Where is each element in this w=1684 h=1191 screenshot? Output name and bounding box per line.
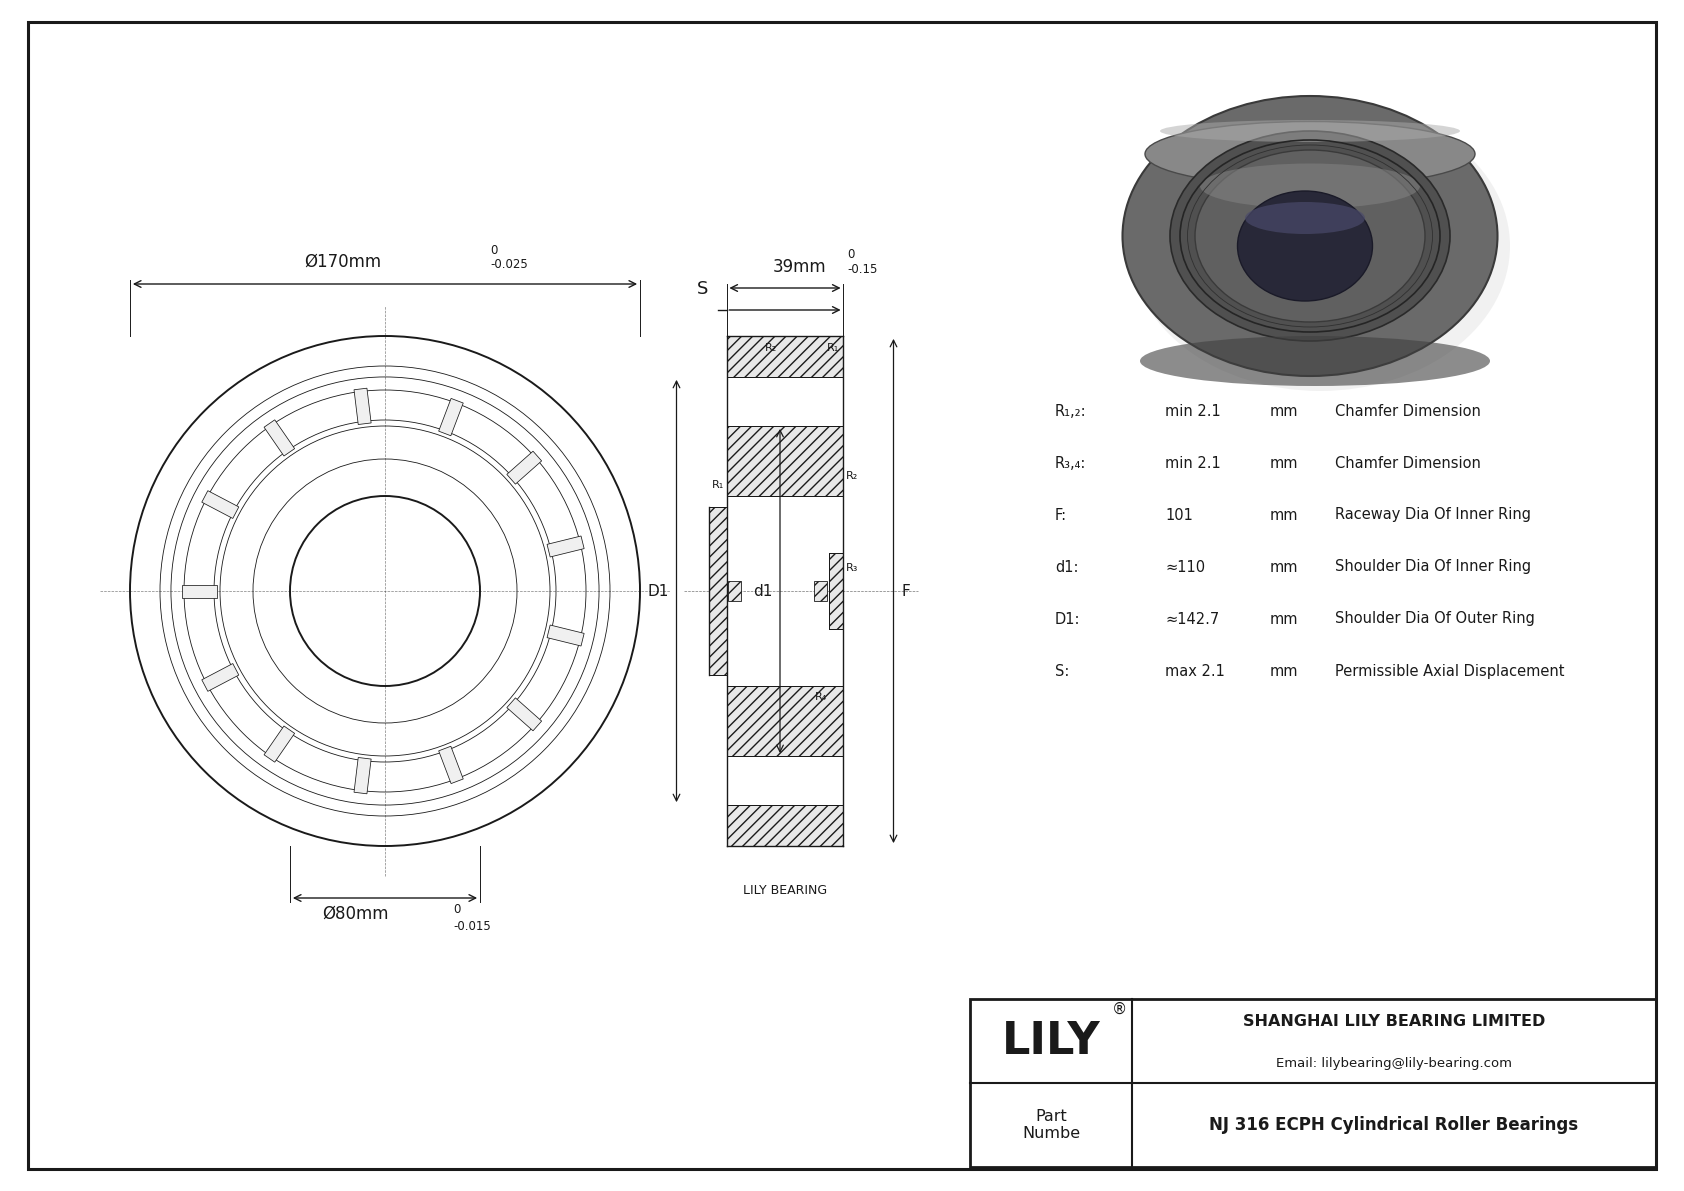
Bar — [726, 426, 844, 495]
Text: R₂: R₂ — [845, 470, 857, 480]
Text: 101: 101 — [1165, 507, 1192, 523]
Bar — [709, 507, 726, 674]
Text: mm: mm — [1270, 507, 1298, 523]
Bar — [726, 686, 844, 756]
Polygon shape — [202, 663, 239, 691]
Text: Ø170mm: Ø170mm — [305, 252, 382, 272]
Ellipse shape — [1238, 191, 1372, 301]
Ellipse shape — [1140, 336, 1490, 386]
Polygon shape — [507, 698, 542, 731]
Text: -0.025: -0.025 — [490, 258, 527, 272]
Ellipse shape — [1244, 202, 1366, 233]
Text: R₁: R₁ — [712, 480, 724, 490]
Polygon shape — [202, 491, 239, 518]
Ellipse shape — [1145, 121, 1475, 187]
Text: -0.15: -0.15 — [847, 263, 877, 276]
Polygon shape — [438, 747, 463, 784]
Polygon shape — [547, 625, 584, 646]
Text: min 2.1: min 2.1 — [1165, 455, 1221, 470]
Text: R₄: R₄ — [815, 692, 827, 701]
Bar — [729, 581, 741, 601]
Text: mm: mm — [1270, 404, 1298, 418]
Text: LILY BEARING: LILY BEARING — [743, 884, 827, 897]
Text: R₃,₄:: R₃,₄: — [1054, 455, 1086, 470]
Text: -0.015: -0.015 — [453, 919, 490, 933]
Text: mm: mm — [1270, 663, 1298, 679]
Text: Permissible Axial Displacement: Permissible Axial Displacement — [1335, 663, 1564, 679]
Text: Chamfer Dimension: Chamfer Dimension — [1335, 404, 1480, 418]
Text: Part
Numbe: Part Numbe — [1022, 1109, 1079, 1141]
Text: Shoulder Dia Of Inner Ring: Shoulder Dia Of Inner Ring — [1335, 560, 1531, 574]
Text: 0: 0 — [490, 244, 497, 257]
Text: S:: S: — [1054, 663, 1069, 679]
Text: Chamfer Dimension: Chamfer Dimension — [1335, 455, 1480, 470]
Ellipse shape — [1130, 101, 1511, 391]
Polygon shape — [264, 727, 295, 762]
Text: R₃: R₃ — [845, 563, 857, 573]
Text: ®: ® — [1111, 1002, 1127, 1016]
Bar — [726, 805, 844, 846]
Text: F: F — [901, 584, 911, 599]
Text: D1:: D1: — [1054, 611, 1081, 626]
Text: max 2.1: max 2.1 — [1165, 663, 1224, 679]
Text: d1: d1 — [753, 584, 771, 599]
Text: Shoulder Dia Of Outer Ring: Shoulder Dia Of Outer Ring — [1335, 611, 1534, 626]
Text: F:: F: — [1054, 507, 1068, 523]
Bar — [815, 581, 827, 601]
Text: SHANGHAI LILY BEARING LIMITED: SHANGHAI LILY BEARING LIMITED — [1243, 1014, 1546, 1029]
Ellipse shape — [1160, 120, 1460, 142]
Ellipse shape — [1123, 96, 1497, 376]
Polygon shape — [547, 536, 584, 557]
Text: mm: mm — [1270, 560, 1298, 574]
Text: R₁,₂:: R₁,₂: — [1054, 404, 1086, 418]
Text: mm: mm — [1270, 611, 1298, 626]
Polygon shape — [354, 388, 370, 424]
Polygon shape — [182, 585, 217, 598]
Text: min 2.1: min 2.1 — [1165, 404, 1221, 418]
Ellipse shape — [1201, 163, 1420, 208]
Text: D1: D1 — [647, 584, 669, 599]
Text: 0: 0 — [847, 248, 854, 261]
Polygon shape — [507, 451, 542, 484]
Text: NJ 316 ECPH Cylindrical Roller Bearings: NJ 316 ECPH Cylindrical Roller Bearings — [1209, 1116, 1578, 1134]
Text: LILY: LILY — [1002, 1019, 1100, 1062]
Text: ≈142.7: ≈142.7 — [1165, 611, 1219, 626]
Text: 39mm: 39mm — [773, 258, 827, 276]
Text: Email: lilybearing@lily-bearing.com: Email: lilybearing@lily-bearing.com — [1276, 1056, 1512, 1070]
Ellipse shape — [1170, 131, 1450, 341]
Text: mm: mm — [1270, 455, 1298, 470]
Text: ≈110: ≈110 — [1165, 560, 1206, 574]
Polygon shape — [354, 757, 370, 793]
Bar — [726, 336, 844, 376]
Bar — [970, 999, 1655, 1167]
Text: R₁: R₁ — [827, 343, 840, 353]
Polygon shape — [264, 420, 295, 456]
Text: S: S — [697, 280, 709, 298]
Text: Ø80mm: Ø80mm — [322, 905, 389, 923]
Ellipse shape — [1196, 150, 1425, 322]
Text: R₂: R₂ — [765, 343, 776, 353]
Bar — [830, 553, 844, 629]
Polygon shape — [438, 399, 463, 436]
Text: Raceway Dia Of Inner Ring: Raceway Dia Of Inner Ring — [1335, 507, 1531, 523]
Text: d1:: d1: — [1054, 560, 1078, 574]
Text: 0: 0 — [453, 903, 460, 916]
